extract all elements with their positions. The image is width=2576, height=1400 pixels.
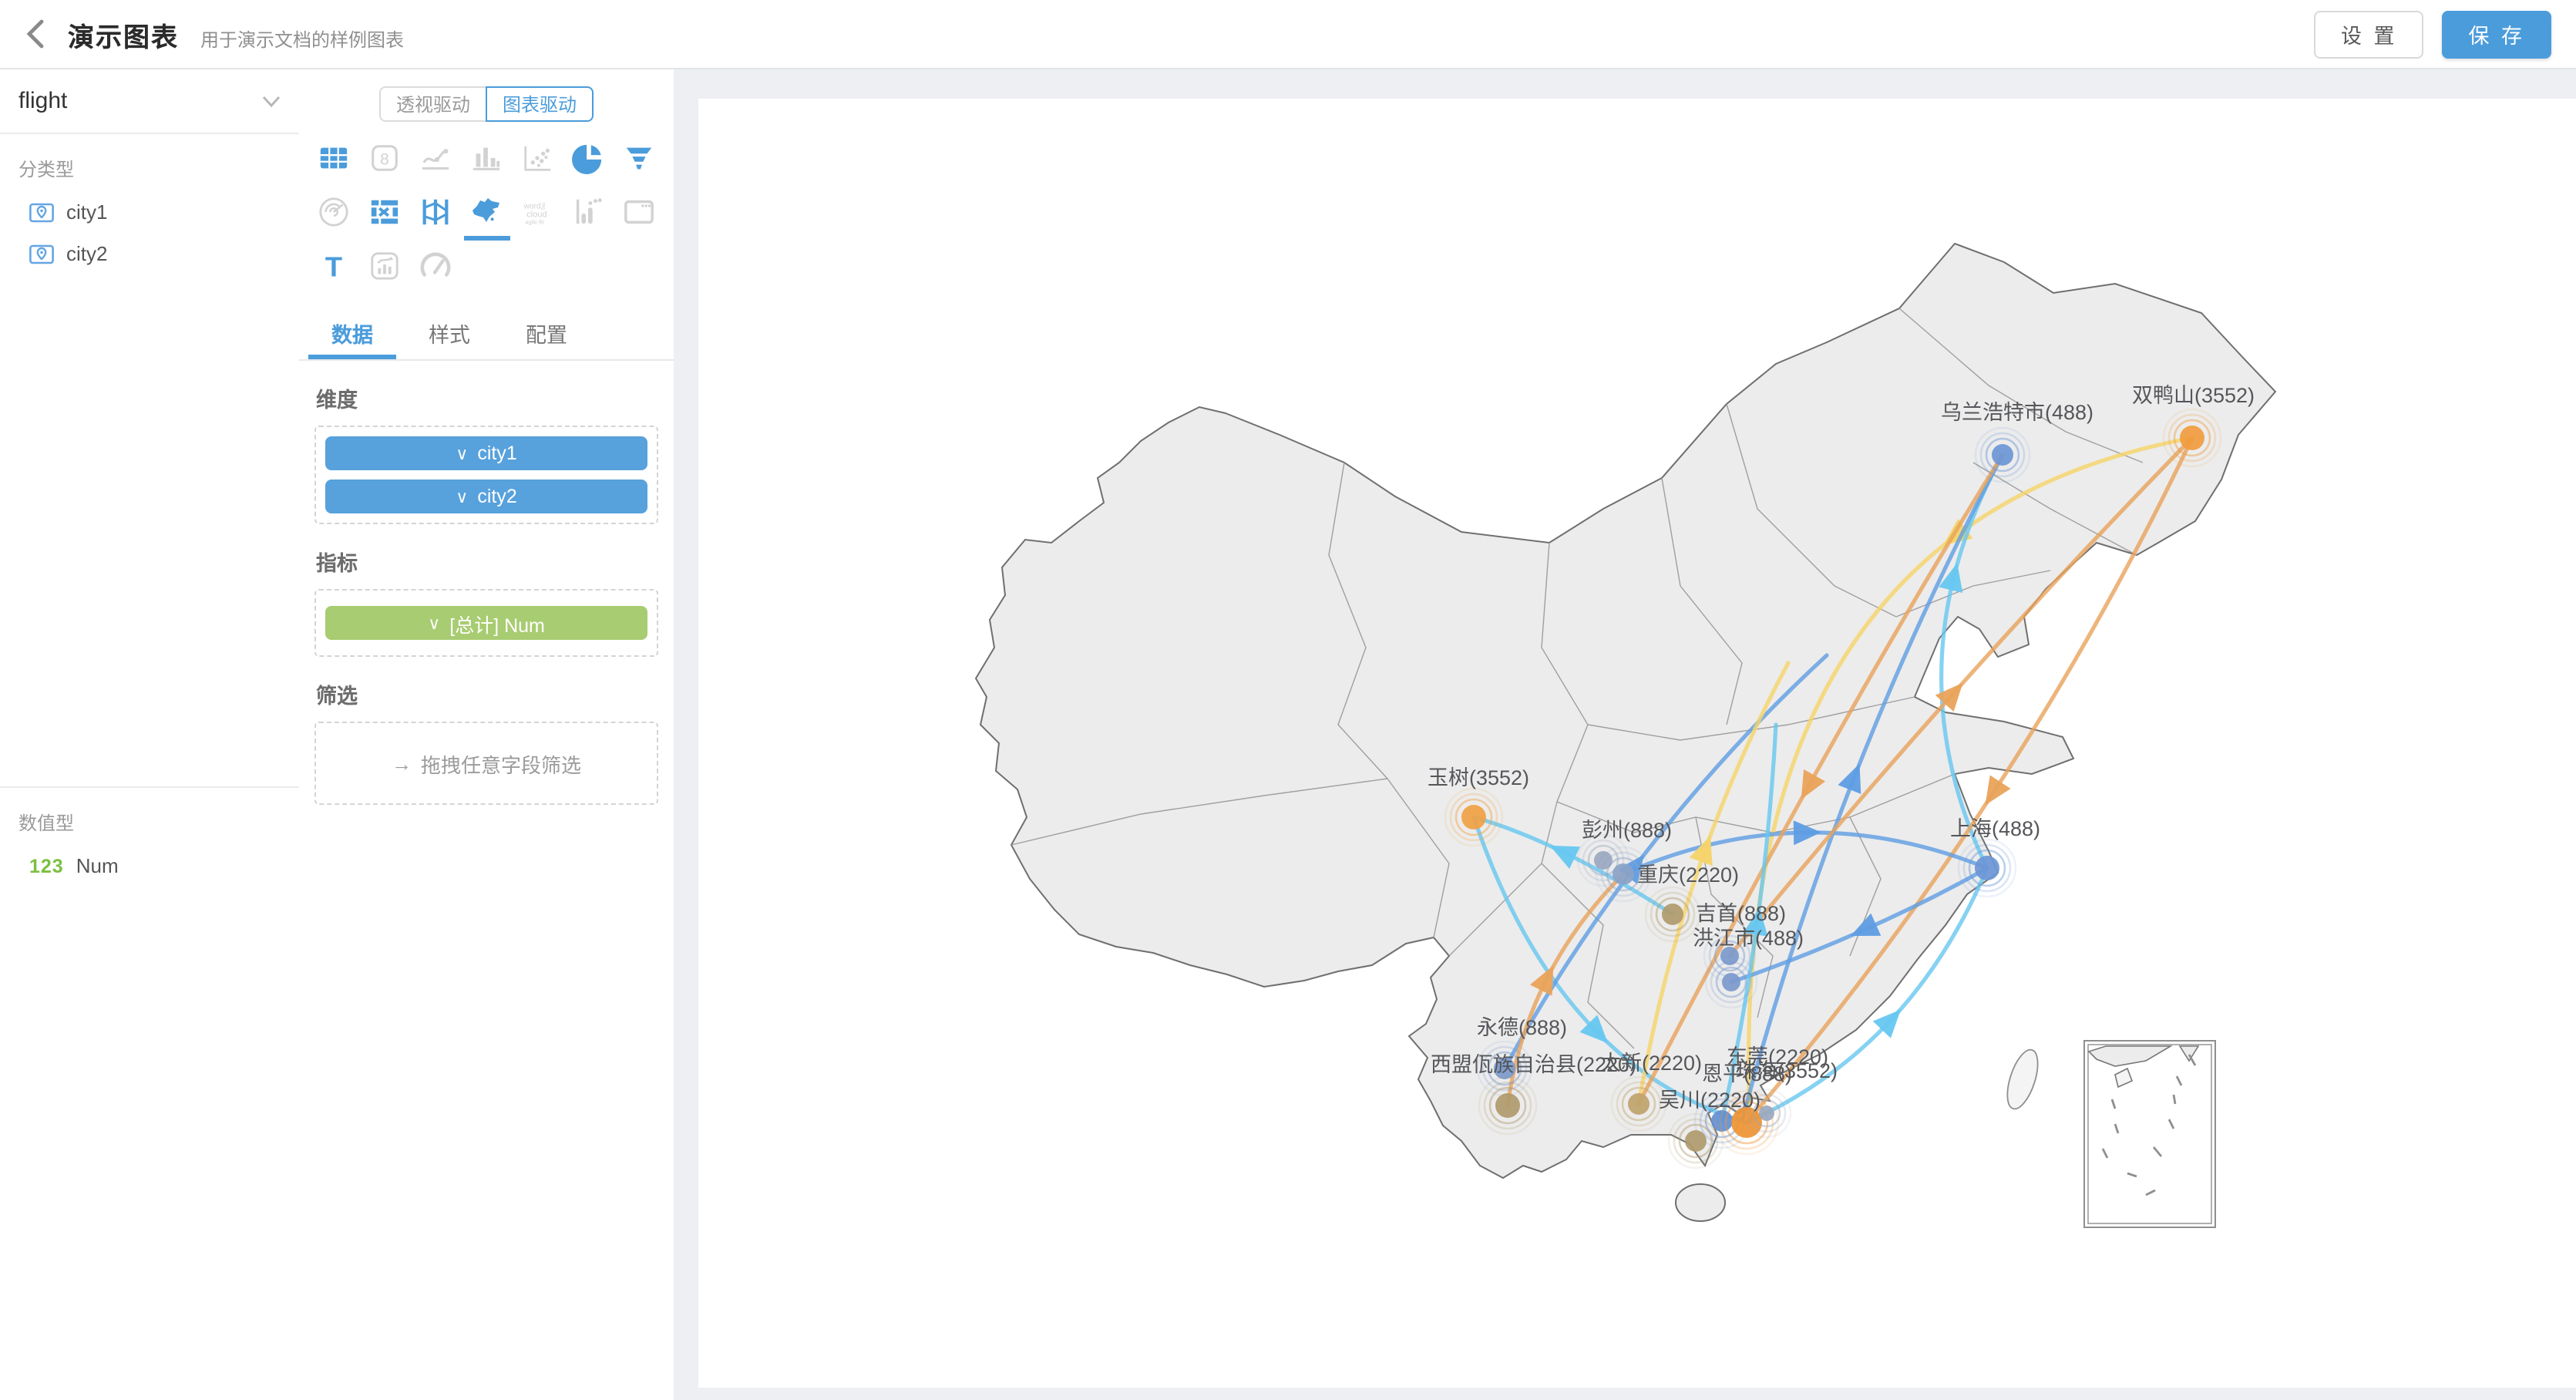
chart-type-iframe-icon[interactable] xyxy=(620,193,657,230)
pill-label: city2 xyxy=(477,486,517,507)
chevron-down-icon: ∨ xyxy=(428,614,441,633)
metrics-dropzone[interactable]: ∨ [总计] Num xyxy=(314,589,658,657)
chevron-down-icon: ∨ xyxy=(456,488,469,506)
chart-type-indicator-card-icon[interactable] xyxy=(366,247,403,284)
sidebar-field-city1[interactable]: city1 xyxy=(0,191,299,233)
chart-type-radar-icon[interactable] xyxy=(315,193,352,230)
page-subtitle: 用于演示文档的样例图表 xyxy=(200,29,405,50)
sidebar-divider xyxy=(0,786,299,788)
chart-canvas-area xyxy=(674,68,2576,1400)
chevron-left-icon xyxy=(26,19,44,49)
header-actions: 设 置 保 存 xyxy=(2314,10,2551,58)
svg-text:tag: tag xyxy=(540,202,546,209)
svg-text:cloud: cloud xyxy=(526,209,546,218)
chart-type-bar-chart-icon[interactable] xyxy=(468,139,505,176)
save-button[interactable]: 保 存 xyxy=(2442,10,2551,58)
svg-text:word: word xyxy=(523,201,540,210)
tab-config[interactable]: 配置 xyxy=(526,324,567,347)
field-sidebar: flight 分类型 city1 city2 数值型 123 Num xyxy=(0,68,301,1400)
chart-type-number-card-icon[interactable]: 8 xyxy=(366,139,403,176)
chart-type-progress-icon[interactable] xyxy=(570,193,607,230)
map-pin-icon xyxy=(29,244,54,264)
tab-style[interactable]: 样式 xyxy=(429,324,470,347)
tab-pivot-driven[interactable]: 透视驱动 xyxy=(378,86,486,122)
chart-type-china-map-icon[interactable] xyxy=(463,193,509,241)
dimensions-dropzone[interactable]: ∨ city1 ∨ city2 xyxy=(314,426,658,524)
numeric-type-icon: 123 xyxy=(29,855,64,877)
field-label: Num xyxy=(76,854,119,877)
category-section-title: 分类型 xyxy=(18,159,75,180)
drag-arrow-icon: → xyxy=(391,752,412,775)
dimension-field-city2[interactable]: ∨ city2 xyxy=(325,480,647,513)
dataset-selector[interactable]: flight xyxy=(0,68,299,134)
pill-label: city1 xyxy=(477,443,517,464)
chart-type-scatter-icon[interactable] xyxy=(519,139,556,176)
filter-label: 筛选 xyxy=(316,685,358,708)
top-bar: 演示图表 用于演示文档的样例图表 设 置 保 存 xyxy=(0,0,2576,69)
chart-type-line-chart-icon[interactable] xyxy=(417,139,454,176)
chart-canvas[interactable] xyxy=(698,99,2576,1388)
settings-button[interactable]: 设 置 xyxy=(2314,10,2424,58)
field-label: city1 xyxy=(66,200,108,224)
chevron-down-icon: ∨ xyxy=(456,445,469,463)
chart-type-word-cloud-icon[interactable]: word tag cloud agile BI xyxy=(519,193,556,230)
back-button[interactable] xyxy=(12,11,59,57)
dimensions-label: 维度 xyxy=(316,389,358,412)
sidebar-field-num[interactable]: 123 Num xyxy=(0,845,299,887)
field-label: city2 xyxy=(66,242,108,265)
dataset-name: flight xyxy=(18,87,68,113)
chart-type-parallel-icon[interactable] xyxy=(417,193,454,230)
svg-text:8: 8 xyxy=(380,150,389,168)
panel-tabs: 数据 样式 配置 xyxy=(299,308,674,361)
filter-dropzone[interactable]: → 拖拽任意字段筛选 xyxy=(314,722,658,805)
svg-text:agile BI: agile BI xyxy=(524,218,543,225)
dimension-field-city1[interactable]: ∨ city1 xyxy=(325,436,647,470)
chart-type-pivot-grid-icon[interactable] xyxy=(366,193,403,230)
page-title: 演示图表 xyxy=(68,22,179,52)
metrics-label: 指标 xyxy=(316,552,358,575)
filter-placeholder: 拖拽任意字段筛选 xyxy=(420,753,581,776)
svg-text:T: T xyxy=(325,250,342,281)
chart-type-text-icon[interactable]: T xyxy=(315,247,352,284)
tab-chart-driven[interactable]: 图表驱动 xyxy=(486,86,594,122)
chevron-down-icon xyxy=(262,87,281,113)
map-pin-icon xyxy=(29,202,54,222)
mode-switch: 透视驱动 图表驱动 xyxy=(299,86,674,122)
chart-type-pie-icon[interactable] xyxy=(570,139,607,176)
metric-field-num[interactable]: ∨ [总计] Num xyxy=(325,606,647,640)
chart-type-gauge-icon[interactable] xyxy=(417,247,454,284)
numeric-section-title: 数值型 xyxy=(18,813,75,834)
pill-label: [总计] Num xyxy=(449,614,545,636)
chart-type-grid: 8 word tag cloud agile BI T xyxy=(308,139,664,284)
chart-type-funnel-icon[interactable] xyxy=(620,139,657,176)
chart-type-table-icon[interactable] xyxy=(315,139,352,176)
sidebar-field-city2[interactable]: city2 xyxy=(0,233,299,274)
tab-data[interactable]: 数据 xyxy=(308,308,396,359)
chart-config-panel: 透视驱动 图表驱动 8 word tag cloud agile BI T 数据 样式 xyxy=(299,68,674,1400)
